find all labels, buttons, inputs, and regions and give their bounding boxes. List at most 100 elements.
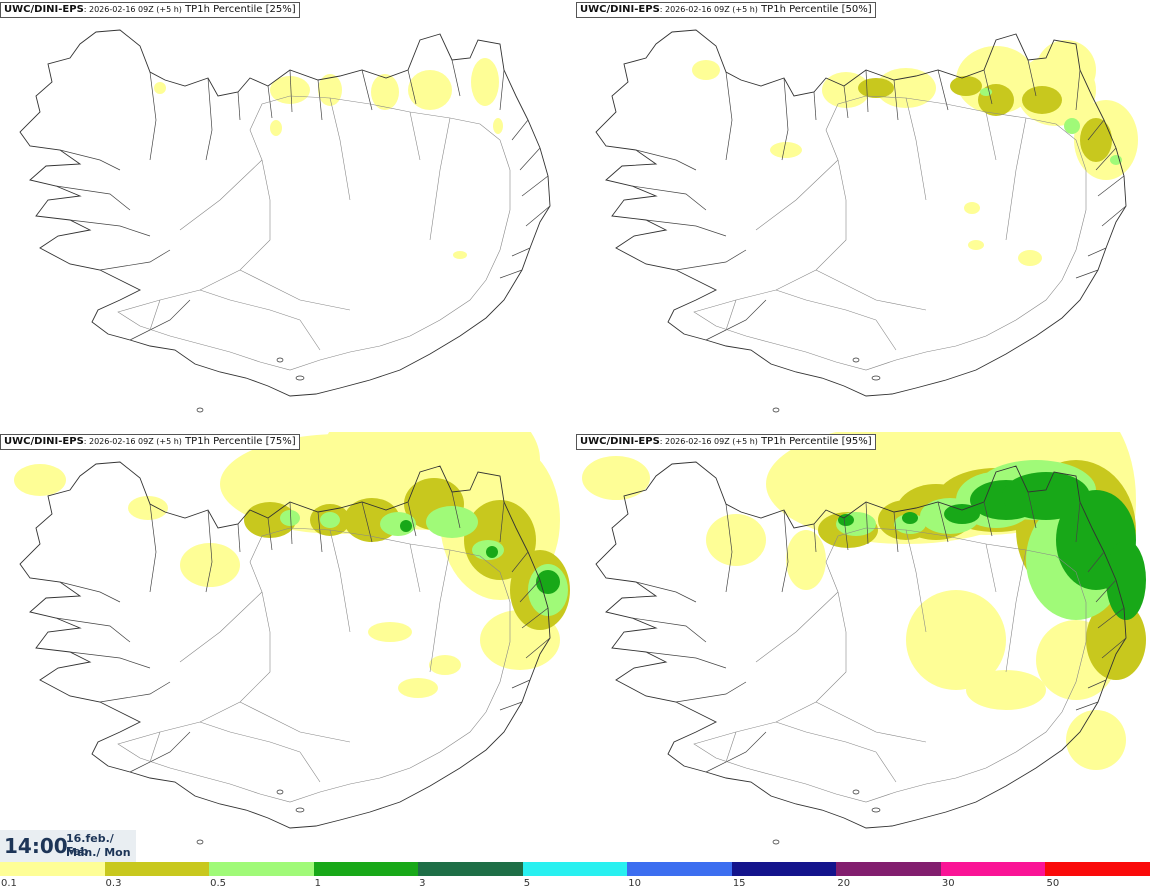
fjord-line [1087, 679, 1107, 689]
road-line [693, 95, 1087, 371]
model-name: UWC/DINI-EPS [580, 436, 660, 447]
precip-area [838, 514, 854, 526]
fjord-line [937, 69, 949, 111]
map-panel-p50: UWC/DINI-EPS: 2026-02-16 09Z (+5 h) TP1h… [576, 0, 1150, 430]
fjord-line [1075, 269, 1099, 279]
fjord-line [129, 299, 191, 341]
legend-label: 5 [523, 878, 531, 889]
fjord-line [1101, 205, 1127, 227]
coastline [595, 461, 1127, 829]
road-line [199, 289, 301, 321]
precip-area [706, 514, 766, 566]
road-line [905, 97, 927, 201]
iceland-map [582, 432, 1146, 845]
fjord-line [1101, 637, 1127, 659]
island-outline [295, 375, 305, 381]
precip-area [493, 118, 503, 134]
fjord-line [1097, 175, 1125, 197]
fjord-line [645, 219, 727, 237]
precip-area [964, 202, 980, 214]
road-line [329, 97, 351, 201]
fjord-line [499, 501, 505, 543]
precip-area [770, 142, 802, 158]
fjord-line [521, 175, 549, 197]
island-outline [295, 807, 305, 813]
precip-area [1080, 118, 1112, 162]
precip-area [398, 678, 438, 698]
fjord-line [499, 69, 505, 111]
island-outline [196, 839, 204, 845]
precip-area [429, 655, 461, 675]
precip-area [944, 504, 980, 524]
precip-area [453, 251, 467, 259]
legend-swatch [940, 862, 1046, 876]
fjord-line [725, 503, 733, 593]
run-info: : 2026-02-16 09Z (+5 h) [83, 437, 182, 446]
precip-area [180, 543, 240, 587]
road-line [815, 701, 927, 743]
road-line [985, 111, 997, 161]
island-outline [276, 789, 284, 795]
map-panel-p25: UWC/DINI-EPS: 2026-02-16 09Z (+5 h) TP1h… [0, 0, 574, 430]
valid-date: 16.feb./ Feb [66, 832, 114, 858]
precip-area [968, 240, 984, 250]
model-name: UWC/DINI-EPS [4, 4, 84, 15]
fjord-line [99, 249, 171, 271]
road-line [755, 591, 839, 663]
precip-area [786, 530, 826, 590]
island-outline [276, 357, 284, 363]
fjord-line [983, 501, 993, 537]
legend-swatch [104, 862, 210, 876]
map-panel-p95: UWC/DINI-EPS: 2026-02-16 09Z (+5 h) TP1h… [576, 432, 1150, 862]
fjord-line [317, 511, 323, 553]
fjord-line [1075, 69, 1081, 111]
fjord-line [69, 219, 151, 237]
model-name: UWC/DINI-EPS [580, 4, 660, 15]
valid-time-box: 14:00 16.feb./ Feb Mán./ Mon [0, 830, 136, 862]
fjord-line [675, 249, 747, 271]
road-line [905, 529, 927, 633]
road-line [239, 269, 351, 311]
precip-area [371, 74, 399, 110]
iceland-map [14, 432, 570, 845]
road-line [815, 269, 927, 311]
legend-label: 50 [1046, 878, 1060, 889]
road-line [239, 701, 351, 743]
road-line [199, 721, 301, 753]
road-line [117, 527, 511, 803]
field-name: TP1h Percentile [25%] [181, 4, 296, 15]
fjord-line [59, 581, 121, 603]
fjord-line [705, 299, 767, 341]
run-info: : 2026-02-16 09Z (+5 h) [659, 5, 758, 14]
legend-label: 3 [419, 878, 426, 889]
panel-title: UWC/DINI-EPS: 2026-02-16 09Z (+5 h) TP1h… [576, 434, 876, 450]
panel-title: UWC/DINI-EPS: 2026-02-16 09Z (+5 h) TP1h… [0, 2, 300, 18]
legend-swatch [209, 862, 315, 876]
legend-label: 1 [314, 878, 321, 889]
fjord-line [519, 147, 541, 171]
fjord-line [407, 69, 417, 105]
fjord-line [59, 149, 121, 171]
road-line [875, 751, 897, 783]
island-outline [196, 407, 204, 413]
fjord-line [519, 579, 541, 603]
precip-area [966, 670, 1046, 710]
fjord-line [893, 79, 899, 121]
precip-area [426, 506, 478, 538]
precip-area [1018, 250, 1042, 266]
precip-area [280, 510, 300, 526]
legend-swatch [418, 862, 524, 876]
precip-area [270, 120, 282, 136]
island-outline [852, 789, 860, 795]
valid-time: 14:00 [4, 834, 68, 858]
fjord-line [865, 69, 869, 113]
fjord-line [725, 71, 733, 161]
precip-area [902, 512, 918, 524]
legend-label: 30 [941, 878, 955, 889]
fjord-line [361, 69, 373, 111]
precip-area [692, 60, 720, 80]
road-line [149, 731, 161, 763]
precip-area [408, 70, 452, 110]
field-name: TP1h Percentile [75%] [181, 436, 296, 447]
road-line [755, 159, 839, 231]
